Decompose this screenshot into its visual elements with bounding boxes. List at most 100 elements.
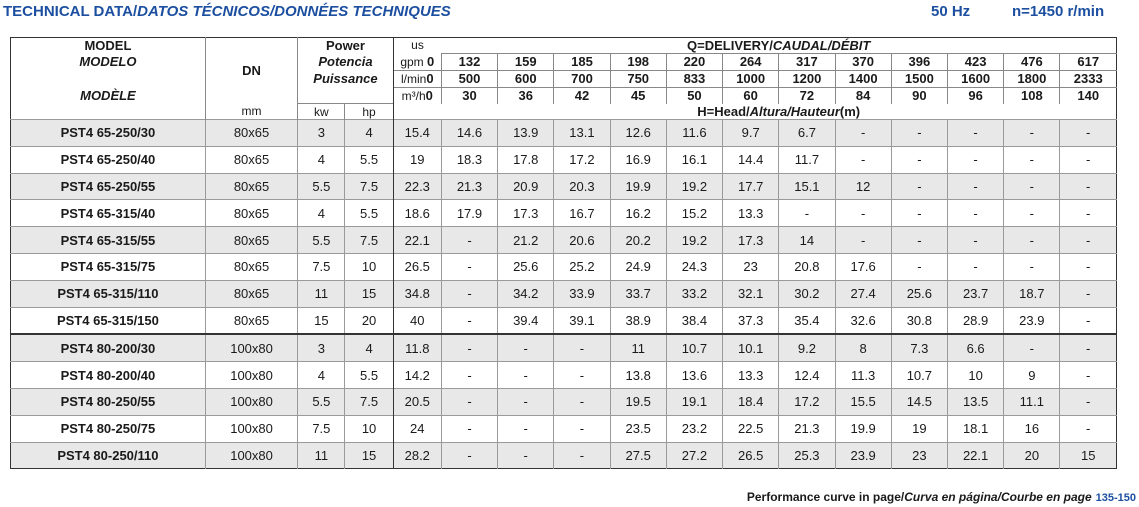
lmin-value: 500 — [440, 69, 498, 87]
table-row: PST4 80-200/40 100x80 4 5.5 14.2- - -13.8 13.6 1… — [10, 361, 1117, 389]
m3h-value: 72 — [778, 86, 836, 104]
head-cell: 17.8 — [497, 145, 554, 174]
head-cell: 17.9 — [440, 199, 498, 227]
model-cell: PST4 80-250/110 — [10, 441, 206, 469]
head-cell: 18.7 — [1003, 279, 1060, 308]
head-cell: 12 — [834, 172, 892, 200]
kw-cell: 7.5 — [297, 414, 345, 443]
table-row: PST4 65-315/110 80x65 11 15 34.8-34.2 33.9 33.… — [10, 279, 1117, 308]
dn-cell: 100x80 — [204, 333, 298, 362]
head-cell: - — [834, 119, 892, 147]
speed-label: n=1450 r/min — [1012, 3, 1105, 20]
model-header-es: MODELO — [79, 54, 137, 70]
head-cell: 10.1 — [722, 333, 779, 362]
model-cell: PST4 80-250/55 — [10, 387, 206, 416]
head-cell: 13.8 — [609, 361, 667, 389]
model-header-fr-top — [11, 70, 206, 87]
head-cell: - — [890, 119, 948, 147]
head-cell: 38.9 — [609, 306, 667, 335]
head-cell: - — [946, 172, 1004, 200]
head-cell: - — [1059, 145, 1117, 174]
head-cell: 9.2 — [778, 333, 836, 362]
head-cell: 33.9 — [553, 279, 611, 308]
dn-cell: 100x80 — [204, 414, 298, 443]
lmin-value: 1500 — [890, 69, 948, 87]
head-cell: 23.9 — [834, 441, 892, 469]
lmin-value: 833 — [665, 69, 723, 87]
hp-cell: 5.5 — [344, 145, 394, 174]
head-cell: 6.7 — [778, 119, 836, 147]
head-cell: 25.3 — [778, 441, 836, 469]
kw-cell: 7.5 — [297, 252, 345, 281]
head-cell: 19.9 — [834, 414, 892, 443]
head-cell: 10.7 — [890, 361, 948, 389]
head-cell: 24.3 — [665, 252, 723, 281]
gpm-value: 317 — [778, 53, 836, 70]
m3h-zero: 0 — [425, 87, 433, 103]
head-cell: - — [778, 199, 836, 227]
head-cell: 21.2 — [497, 226, 554, 254]
data-rows: PST4 65-250/30 80x65 3 4 15.4 14.6 13.9 13.1 12.… — [10, 119, 1117, 469]
head-cell: - — [834, 199, 892, 227]
m3h-value: 30 — [440, 86, 498, 104]
gpm-value: 370 — [834, 53, 892, 70]
head-cell: - — [1003, 119, 1060, 147]
m3h-value: 50 — [665, 86, 723, 104]
head-cell: - — [946, 252, 1004, 281]
head-cell: 16 — [1003, 414, 1060, 443]
power-header-es: Potencia — [297, 53, 394, 70]
lmin-value: 1600 — [946, 69, 1004, 87]
head-cell: - — [440, 252, 498, 281]
head-cell: 17.6 — [834, 252, 892, 281]
header: TECHNICAL DATA/DATOS TÉCNICOS/DONNÉES TE… — [0, 0, 1139, 30]
table-row: PST4 80-250/110 100x80 11 15 28.2- - -27.5 27.2… — [10, 441, 1117, 469]
lmin-zero: 0 — [426, 70, 434, 86]
gpm-value: 264 — [722, 53, 779, 70]
model-cell: PST4 65-250/30 — [10, 119, 206, 147]
head-cell: 21.3 — [440, 172, 498, 200]
table-row: PST4 65-250/40 80x65 4 5.5 19 18.3 17.8 17.2 16.… — [10, 145, 1117, 174]
head-cell: 19.2 — [665, 172, 723, 200]
head-cell: - — [946, 145, 1004, 174]
hp-cell: 20 — [344, 306, 394, 335]
model-cell: PST4 80-200/40 — [10, 361, 206, 389]
m3h-value: 45 — [609, 86, 667, 104]
head-cell: 25.6 — [890, 279, 948, 308]
head-cell: 40 — [392, 306, 442, 335]
delivery-translations: CAUDAL/DÉBIT — [772, 38, 871, 53]
head-cell: 14.4 — [722, 145, 779, 174]
head-cell: 16.9 — [609, 145, 667, 174]
us-label: us — [392, 37, 442, 54]
head-cell: - — [553, 387, 611, 416]
m3h-label-cell: m³/h0 — [392, 86, 442, 104]
head-cell: 34.2 — [497, 279, 554, 308]
hp-cell: 4 — [344, 333, 394, 362]
head-cell: 20.9 — [497, 172, 554, 200]
head-en: H=Head/ — [697, 103, 750, 119]
head-cell: - — [553, 333, 611, 362]
head-cell: 17.3 — [497, 199, 554, 227]
hp-cell: 5.5 — [344, 199, 394, 227]
head-cell: 32.1 — [722, 279, 779, 308]
kw-unit: kw — [297, 103, 345, 120]
head-cell: 25.6 — [497, 252, 554, 281]
head-cell: 21.3 — [778, 414, 836, 443]
m3h-value: 96 — [946, 86, 1004, 104]
lmin-value: 1800 — [1003, 69, 1060, 87]
head-cell: 23.2 — [665, 414, 723, 443]
kw-cell: 11 — [297, 441, 345, 469]
hp-cell: 7.5 — [344, 226, 394, 254]
head-cell: - — [440, 333, 498, 362]
head-cell: - — [497, 333, 554, 362]
head-cell: - — [440, 226, 498, 254]
table-row: PST4 80-200/30 100x80 3 4 11.8- - -11 10.7 10.1 9… — [10, 333, 1117, 362]
head-cell: - — [440, 306, 498, 335]
kw-cell: 5.5 — [297, 387, 345, 416]
head-cell: 14.5 — [890, 387, 948, 416]
head-cell: 16.7 — [553, 199, 611, 227]
model-cell: PST4 65-250/55 — [10, 172, 206, 200]
head-cell: - — [1003, 252, 1060, 281]
dn-cell: 80x65 — [204, 279, 298, 308]
head-cell: 17.7 — [722, 172, 779, 200]
head-cell: - — [440, 441, 498, 469]
